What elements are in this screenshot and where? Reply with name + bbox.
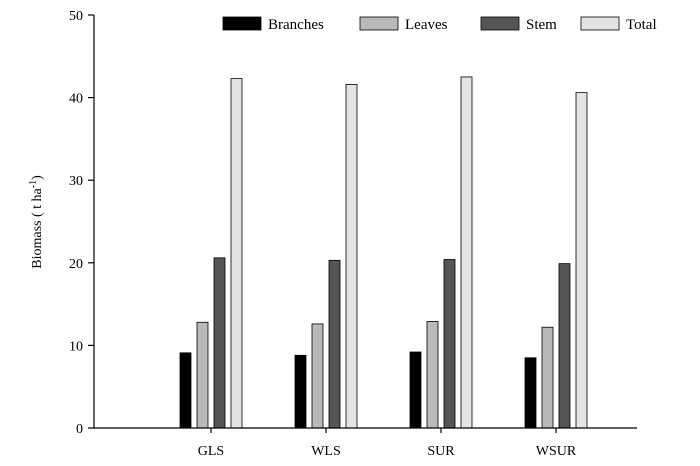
bar-sur-branches	[409, 351, 422, 429]
bar-gls-total	[230, 78, 243, 429]
bar-sur-stem	[443, 259, 456, 429]
y-tick-label: 20	[69, 257, 83, 272]
y-axis-title-text: Biomass ( t ha	[30, 187, 45, 268]
bar-gls-branches	[179, 352, 192, 429]
legend-label-total: Total	[626, 17, 657, 33]
x-axis-ticks: GLS WLS SUR WSUR	[198, 428, 577, 459]
legend-label-leaves: Leaves	[405, 17, 448, 33]
legend-swatch-stem	[480, 16, 520, 31]
y-tick-label: 30	[69, 174, 83, 189]
bar-gls-stem	[213, 257, 226, 429]
bar-wsur-branches	[524, 357, 537, 429]
bar-sur-leaves	[426, 321, 439, 429]
bar-wls-leaves	[311, 323, 324, 429]
x-tick-label: SUR	[427, 444, 455, 459]
y-axis-title-superscript: -1	[28, 180, 39, 188]
y-axis-ticks: 0 10 20 30 40 50	[69, 9, 94, 437]
y-tick-label: 40	[69, 92, 83, 107]
bar-wsur-leaves	[541, 326, 554, 429]
y-tick-label: 50	[69, 9, 83, 24]
legend-swatch-branches	[222, 16, 262, 31]
chart-axes	[93, 15, 637, 429]
legend-swatch-leaves	[359, 16, 399, 31]
bar-wls-total	[345, 83, 358, 429]
chart-legend: Branches Leaves Stem Total	[222, 16, 657, 33]
x-tick-label: WSUR	[536, 444, 577, 459]
bar-sur-total	[460, 76, 473, 429]
y-tick-label: 10	[69, 339, 83, 354]
legend-label-stem: Stem	[526, 17, 557, 33]
legend-swatch-total	[580, 16, 620, 31]
bar-wsur-total	[575, 92, 588, 429]
y-tick-label: 0	[76, 422, 83, 437]
bar-wsur-stem	[558, 263, 571, 429]
y-axis-title: Biomass ( t ha-1)	[28, 175, 46, 269]
chart-bars	[179, 76, 588, 429]
y-axis-title-suffix: )	[30, 175, 45, 180]
bar-wls-branches	[294, 354, 307, 429]
x-tick-label: GLS	[198, 444, 224, 459]
x-tick-label: WLS	[311, 444, 341, 459]
bar-gls-leaves	[196, 321, 209, 429]
legend-label-branches: Branches	[268, 17, 324, 33]
bar-wls-stem	[328, 259, 341, 429]
